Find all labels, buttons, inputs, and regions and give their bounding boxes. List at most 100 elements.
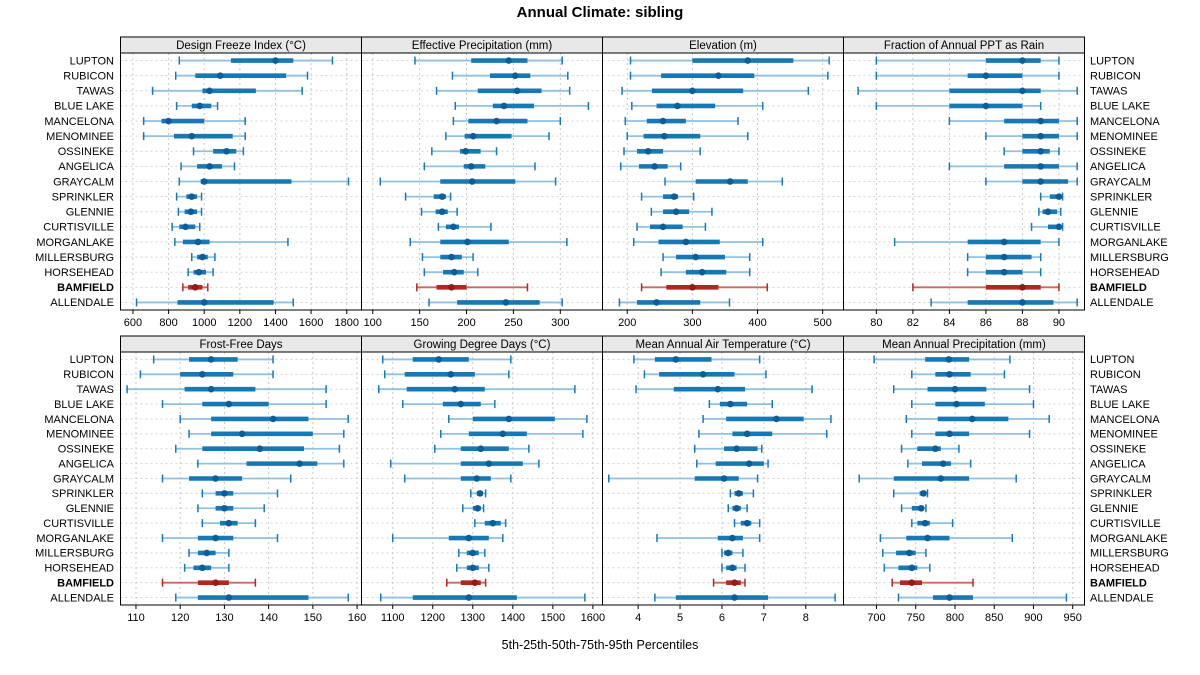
site-label-left: ALLENDALE — [50, 297, 114, 309]
site-label-left: GLENNIE — [66, 207, 114, 219]
median-dot — [735, 490, 743, 497]
median-dot — [1000, 238, 1008, 246]
median-dot — [200, 299, 208, 306]
axis-tick-label: 8 — [803, 612, 809, 624]
panel-strip-title: Mean Annual Precipitation (mm) — [882, 339, 1046, 351]
median-dot — [672, 356, 680, 363]
site-label-right: SPRINKLER — [1090, 191, 1152, 203]
median-dot — [206, 87, 213, 95]
median-dot — [644, 147, 652, 155]
site-label-right: TAWAS — [1090, 384, 1127, 396]
site-label-right: MENOMINEE — [1090, 131, 1158, 143]
median-dot — [493, 117, 500, 125]
median-dot — [187, 208, 195, 216]
site-label-right: MANCELONA — [1090, 414, 1160, 426]
panel-strip-title: Frost-Free Days — [199, 339, 282, 351]
median-dot — [982, 72, 990, 79]
axis-tick-label: 140 — [259, 612, 277, 624]
panel-strip-title: Fraction of Annual PPT as Rain — [884, 40, 1044, 52]
site-label-left: TAWAS — [77, 86, 114, 98]
site-label-right: MORGANLAKE — [1090, 237, 1168, 249]
median-dot — [906, 549, 913, 557]
median-dot — [920, 490, 927, 497]
site-label-right: RUBICON — [1090, 70, 1141, 82]
site-label-left: SPRINKLER — [52, 488, 114, 500]
site-label-left: ANGELICA — [58, 161, 114, 173]
site-label-left: MILLERSBURG — [35, 252, 114, 264]
median-dot — [473, 475, 481, 482]
median-dot — [505, 415, 513, 423]
median-dot — [476, 490, 484, 497]
median-dot — [451, 268, 458, 276]
site-label-left: CURTISVILLE — [43, 518, 114, 530]
site-label-right: CURTISVILLE — [1090, 222, 1161, 234]
site-label-right: HORSEHEAD — [1090, 563, 1160, 575]
axis-tick-label: 86 — [980, 317, 992, 329]
panel-design-freeze-index-c: Design Freeze Index (°C) 600 800 1000 1200 14… — [120, 36, 362, 329]
panel-strip-title: Elevation (m) — [689, 40, 757, 52]
axis-tick-label: 700 — [867, 612, 885, 624]
site-label-left: HORSEHEAD — [44, 563, 114, 575]
median-dot — [188, 132, 196, 140]
axis-tick-label: 110 — [127, 612, 145, 624]
site-label-right: BAMFIELD — [1090, 577, 1147, 589]
median-dot — [165, 117, 172, 125]
panel-strip-title: Growing Degree Days (°C) — [414, 339, 551, 351]
median-dot — [448, 253, 455, 261]
median-dot — [225, 519, 233, 527]
median-dot — [945, 356, 952, 363]
site-label-right: GLENNIE — [1090, 207, 1138, 219]
site-label-right: BLUE LAKE — [1090, 399, 1150, 411]
median-dot — [513, 87, 521, 95]
median-dot — [465, 534, 473, 542]
site-label-right: GRAYCALM — [1090, 176, 1151, 188]
axis-tick-label: 400 — [748, 317, 766, 329]
median-dot — [199, 253, 206, 261]
median-dot — [731, 594, 738, 601]
site-label-right: SPRINKLER — [1090, 488, 1152, 500]
axis-tick-label: 300 — [683, 317, 701, 329]
median-dot — [731, 579, 738, 586]
axis-tick-label: 1200 — [421, 612, 445, 624]
median-dot — [953, 400, 960, 408]
axis-tick-label: 1200 — [228, 317, 252, 329]
axis-tick-label: 90 — [1053, 317, 1065, 329]
axis-tick-label: 130 — [215, 612, 233, 624]
site-label-right: BAMFIELD — [1090, 282, 1147, 294]
axis-tick-label: 1800 — [334, 317, 358, 329]
panel-mean-annual-air-temperature-c: Mean Annual Air Temperature (°C) 4 5 6 7 8 — [602, 335, 844, 624]
site-label-left: LUPTON — [70, 354, 114, 366]
median-dot — [699, 371, 707, 378]
median-dot — [502, 299, 510, 306]
median-dot — [743, 430, 751, 438]
median-dot — [188, 193, 196, 200]
site-label-right: ANGELICA — [1090, 161, 1146, 173]
median-dot — [698, 268, 706, 276]
axis-tick-label: 5 — [677, 612, 683, 624]
median-dot — [457, 400, 465, 408]
axis-tick-label: 800 — [159, 317, 177, 329]
axis-tick-label: 1600 — [299, 317, 323, 329]
median-dot — [1055, 193, 1063, 200]
median-dot — [223, 147, 230, 155]
site-label-left: MILLERSBURG — [35, 548, 114, 560]
axis-tick-label: 300 — [551, 317, 569, 329]
axis-tick-label: 1000 — [192, 317, 216, 329]
site-label-left: RUBICON — [63, 369, 114, 381]
median-dot — [467, 163, 475, 170]
site-label-left: GLENNIE — [66, 503, 114, 515]
median-dot — [724, 549, 732, 557]
median-dot — [1019, 87, 1026, 95]
axis-tick-label: 1600 — [581, 612, 605, 624]
site-label-left: HORSEHEAD — [44, 267, 114, 279]
site-label-right: BLUE LAKE — [1090, 101, 1150, 113]
site-label-left: BAMFIELD — [57, 577, 114, 589]
site-label-left: MANCELONA — [44, 116, 114, 128]
median-dot — [256, 445, 264, 453]
panel-border — [843, 351, 1085, 606]
median-dot — [499, 430, 507, 438]
median-dot — [659, 117, 667, 125]
site-label-left: GRAYCALM — [53, 473, 114, 485]
median-dot — [1000, 253, 1008, 261]
median-dot — [221, 504, 228, 512]
